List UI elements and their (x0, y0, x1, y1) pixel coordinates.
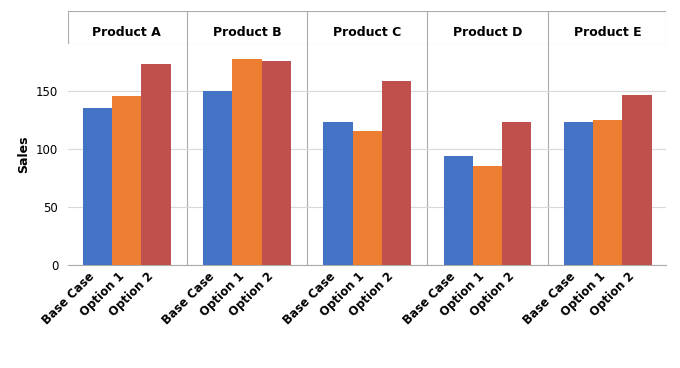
Text: Product B: Product B (213, 26, 282, 39)
Text: Product E: Product E (574, 26, 642, 39)
Y-axis label: Sales: Sales (18, 136, 31, 173)
Text: Product C: Product C (333, 26, 401, 39)
Bar (83, 108, 112, 265)
Bar (203, 91, 233, 265)
Bar (564, 122, 593, 265)
Bar (502, 122, 532, 265)
Bar (112, 96, 141, 265)
Bar (352, 131, 382, 265)
Bar (443, 156, 473, 265)
Bar (622, 95, 651, 265)
Bar (323, 122, 352, 265)
Bar (262, 61, 291, 265)
Bar (382, 81, 411, 265)
Bar (473, 166, 502, 265)
Bar (593, 120, 622, 265)
Text: Product A: Product A (92, 26, 161, 39)
Bar (141, 64, 171, 265)
Text: Product D: Product D (453, 26, 522, 39)
Bar (233, 59, 262, 265)
